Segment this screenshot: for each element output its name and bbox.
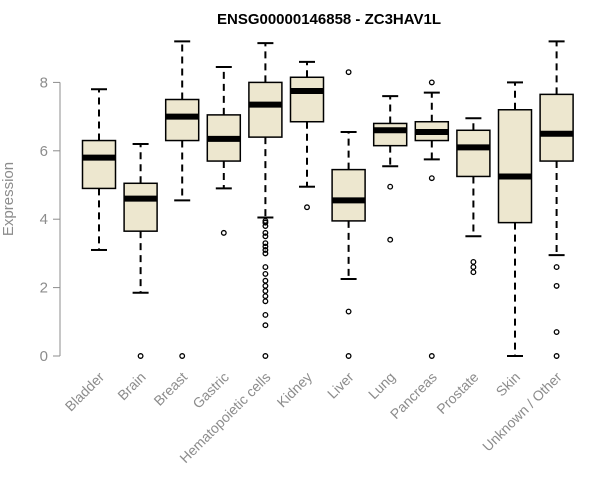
x-label-2: Breast [150, 369, 190, 409]
y-tick-label-3: 6 [40, 143, 48, 160]
chart-title: ENSG00000146858 - ZC3HAV1L [217, 11, 441, 28]
box-body-1 [123, 182, 158, 232]
outlier-6-1 [345, 308, 352, 315]
y-tick-label-2: 4 [40, 211, 48, 228]
outlier-4-2 [262, 223, 269, 229]
outlier-5-0 [304, 204, 310, 211]
y-tick-label-1: 2 [40, 280, 48, 297]
box-11 [539, 40, 574, 359]
box-body-9 [456, 129, 491, 178]
x-label-11: Unknown / Other [479, 369, 565, 455]
box-body-5 [289, 76, 325, 123]
box-7 [372, 95, 408, 243]
outlier-11-2 [553, 329, 560, 336]
box-body-10 [497, 109, 533, 224]
outlier-4-4 [262, 233, 269, 240]
box-10 [497, 81, 533, 357]
outlier-8-2 [428, 353, 435, 359]
outlier-2-0 [179, 353, 186, 359]
outlier-9-0 [470, 259, 477, 265]
box-6 [331, 69, 366, 359]
box-0 [81, 88, 117, 251]
outlier-4-9 [262, 264, 269, 271]
outlier-4-11 [262, 277, 269, 284]
box-2 [164, 40, 200, 359]
x-label-10: Skin [493, 369, 524, 400]
box-8 [414, 79, 450, 359]
outlier-8-0 [428, 79, 435, 86]
outlier-4-8 [262, 250, 269, 257]
outlier-4-5 [262, 240, 269, 247]
outlier-4-16 [262, 312, 269, 318]
outlier-4-12 [262, 282, 269, 289]
outlier-4-1 [262, 219, 269, 226]
outlier-4-7 [262, 247, 269, 253]
box-body-6 [331, 168, 366, 222]
box-3 [206, 66, 242, 236]
outlier-4-13 [262, 288, 269, 294]
outlier-4-15 [262, 298, 269, 305]
box-body-4 [248, 81, 283, 138]
outlier-4-18 [262, 353, 269, 359]
outlier-11-0 [553, 264, 560, 271]
box-1 [123, 142, 158, 359]
outlier-3-0 [220, 229, 227, 236]
box-body-0 [81, 139, 117, 190]
box-body-11 [539, 93, 574, 162]
x-label-9: Prostate [433, 369, 481, 417]
outlier-4-6 [262, 243, 269, 250]
outlier-7-0 [387, 183, 394, 190]
y-tick-label-4: 8 [40, 74, 48, 91]
box-body-7 [372, 122, 408, 147]
box-4 [248, 42, 283, 359]
outlier-7-1 [387, 236, 394, 243]
outlier-4-10 [262, 270, 269, 277]
outlier-6-2 [345, 353, 352, 359]
outlier-4-14 [262, 293, 269, 300]
y-axis: 0 2 4 6 8 [40, 74, 61, 365]
x-label-0: Bladder [62, 369, 108, 415]
outlier-9-2 [470, 269, 477, 276]
outlier-11-1 [553, 282, 560, 289]
outlier-6-0 [345, 69, 352, 76]
outlier-8-1 [428, 175, 435, 182]
boxes-group [81, 40, 574, 359]
x-label-6: Liver [324, 369, 357, 402]
outlier-1-0 [137, 353, 144, 359]
x-label-7: Lung [365, 369, 398, 402]
x-label-1: Brain [114, 369, 148, 403]
outlier-9-1 [470, 264, 477, 271]
outlier-4-3 [262, 229, 269, 236]
y-tick-label-0: 0 [40, 348, 48, 365]
outlier-11-3 [553, 353, 560, 359]
x-label-5: Kidney [274, 369, 316, 411]
box-5 [289, 60, 325, 211]
box-body-2 [164, 98, 200, 142]
y-axis-label: Expression [0, 162, 17, 236]
outlier-4-17 [262, 322, 269, 329]
box-9 [456, 117, 491, 276]
